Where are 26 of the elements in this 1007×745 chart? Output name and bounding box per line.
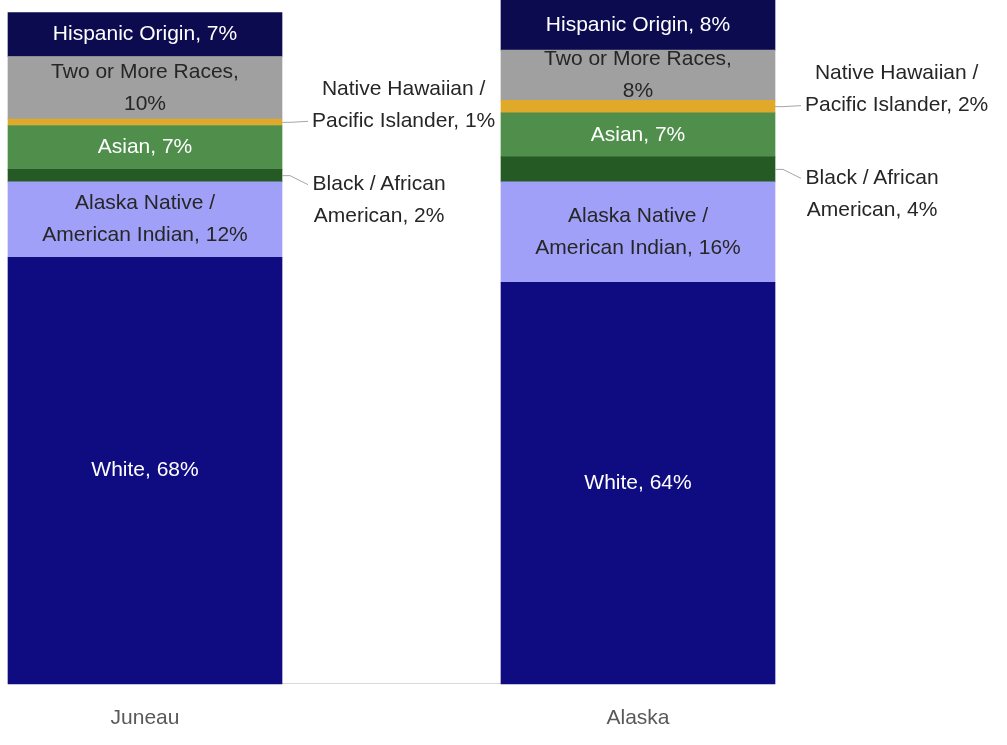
data-label: Asian, 7%	[590, 121, 686, 145]
data-label: Hispanic Origin, 7%	[52, 21, 238, 45]
bar	[500, 181, 776, 283]
data-label: Native Hawaiian / Pacific Islander, 2%	[805, 60, 989, 116]
bar	[7, 125, 283, 170]
bar	[7, 169, 283, 183]
x-tick-label: Juneau	[110, 705, 180, 729]
bar	[500, 156, 776, 183]
bar	[500, 281, 776, 685]
data-label: Native Hawaiian / Pacific Islander, 1%	[312, 76, 496, 132]
bar	[500, 100, 776, 114]
data-label: White, 68%	[91, 457, 199, 481]
bar	[7, 256, 283, 685]
data-label: Alaska Native / American Indian, 16%	[535, 202, 741, 258]
data-label: Asian, 7%	[97, 134, 193, 158]
data-label: Black / African American, 2%	[312, 171, 446, 227]
bar	[7, 56, 283, 120]
x-tick-label: Alaska	[606, 705, 670, 729]
data-label: Alaska Native / American Indian, 12%	[42, 190, 248, 246]
data-label: Hispanic Origin, 8%	[545, 11, 731, 35]
bar	[500, 0, 776, 51]
data-label: Black / African American, 4%	[805, 165, 939, 221]
data-label: White, 64%	[584, 469, 692, 493]
data-label: Two or More Races, 8%	[544, 46, 732, 102]
bar	[500, 112, 776, 158]
data-label: Two or More Races, 10%	[51, 58, 239, 114]
